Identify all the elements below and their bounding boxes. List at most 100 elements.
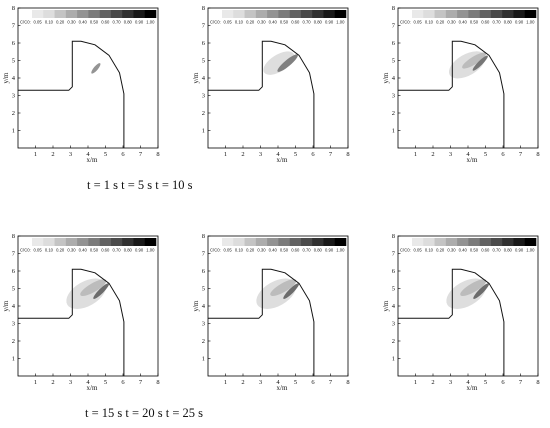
x-tick-label: 1 bbox=[414, 379, 417, 386]
colorbar-swatch bbox=[144, 10, 157, 18]
colorbar-tick-label: 0.10 bbox=[45, 20, 54, 25]
y-tick-label: 3 bbox=[392, 321, 395, 328]
colorbar-tick-label: 0.10 bbox=[425, 20, 434, 25]
y-tick-label: 4 bbox=[392, 303, 396, 310]
colorbar-tick-label: 0.90 bbox=[325, 20, 334, 25]
x-tick-label: 7 bbox=[139, 379, 143, 386]
colorbar-swatch bbox=[334, 238, 347, 246]
y-tick-label: 5 bbox=[392, 58, 395, 65]
x-tick-label: 5 bbox=[104, 379, 107, 386]
colorbar-label: C/C0: bbox=[400, 248, 411, 253]
colorbar-swatch bbox=[300, 238, 313, 246]
y-axis-label: y/m bbox=[192, 300, 200, 311]
colorbar-tick-label: 0.20 bbox=[56, 248, 65, 253]
colorbar-label: C/C0: bbox=[210, 20, 221, 25]
colorbar-swatch bbox=[88, 10, 100, 18]
x-axis-label: x/m bbox=[87, 384, 98, 392]
x-tick-label: 8 bbox=[346, 151, 349, 158]
y-tick-label: 2 bbox=[202, 338, 205, 345]
y-tick-label: 3 bbox=[12, 321, 15, 328]
colorbar-tick-label: 0.05 bbox=[224, 248, 233, 253]
x-tick-label: 3 bbox=[69, 151, 72, 158]
colorbar-label: C/C0: bbox=[20, 20, 31, 25]
plot-frame bbox=[207, 7, 349, 149]
y-tick-label: 3 bbox=[202, 321, 205, 328]
colorbar-tick-label: 0.70 bbox=[302, 20, 311, 25]
y-axis-label: y/m bbox=[382, 300, 390, 311]
y-tick-label: 7 bbox=[12, 23, 16, 30]
domain-boundary bbox=[398, 268, 505, 376]
y-tick-label: 1 bbox=[392, 128, 395, 135]
x-tick-label: 4 bbox=[86, 151, 90, 158]
x-tick-label: 7 bbox=[139, 151, 143, 158]
colorbar-tick-label: 0.90 bbox=[135, 20, 144, 25]
colorbar-swatch bbox=[255, 238, 268, 246]
colorbar-tick-label: 0.05 bbox=[34, 20, 43, 25]
y-tick-label: 4 bbox=[392, 75, 396, 82]
colorbar-swatch bbox=[334, 10, 347, 18]
colorbar-swatch bbox=[65, 238, 78, 246]
y-tick-label: 5 bbox=[392, 286, 395, 293]
colorbar-swatch bbox=[32, 10, 44, 18]
colorbar-tick-label: 0.05 bbox=[414, 20, 423, 25]
colorbar-swatch bbox=[255, 10, 268, 18]
colorbar-swatch bbox=[233, 238, 245, 246]
x-tick-label: 4 bbox=[86, 379, 90, 386]
colorbar-swatch bbox=[423, 238, 435, 246]
x-tick-label: 8 bbox=[536, 379, 539, 386]
x-tick-label: 3 bbox=[259, 151, 262, 158]
x-tick-label: 7 bbox=[519, 151, 523, 158]
colorbar-swatch bbox=[289, 238, 302, 246]
y-tick-label: 6 bbox=[202, 40, 206, 47]
x-tick-label: 4 bbox=[466, 151, 470, 158]
colorbar-tick-label: 0.80 bbox=[124, 20, 133, 25]
colorbar-tick-label: 0.90 bbox=[515, 20, 524, 25]
y-tick-label: 7 bbox=[202, 251, 206, 258]
colorbar-swatch bbox=[457, 238, 469, 246]
x-tick-label: 7 bbox=[329, 151, 333, 158]
colorbar-tick-label: 0.40 bbox=[79, 20, 88, 25]
colorbar-tick-label: 0.80 bbox=[504, 20, 513, 25]
y-tick-label: 2 bbox=[12, 110, 15, 117]
colorbar-tick-label: 0.70 bbox=[112, 20, 121, 25]
colorbar-tick-label: 0.50 bbox=[470, 248, 479, 253]
colorbar-tick-label: 0.50 bbox=[470, 20, 479, 25]
domain-boundary bbox=[208, 268, 315, 376]
y-tick-label: 5 bbox=[202, 286, 205, 293]
x-tick-label: 2 bbox=[431, 151, 434, 158]
panel-3: 0.05 0.10 0.20 0.30 0.40 0.50 0.60 0.70 0.80 0.90… bbox=[382, 5, 540, 164]
x-tick-label: 8 bbox=[346, 379, 349, 386]
colorbar-swatch bbox=[502, 10, 514, 18]
colorbar-swatch bbox=[524, 10, 537, 18]
colorbar-tick-label: 0.60 bbox=[291, 20, 300, 25]
colorbar-tick-label: 0.05 bbox=[34, 248, 43, 253]
y-tick-label: 8 bbox=[392, 233, 395, 240]
colorbar-tick-label: 1.00 bbox=[336, 20, 345, 25]
colorbar-swatch bbox=[244, 238, 257, 246]
y-tick-label: 6 bbox=[392, 268, 396, 275]
x-tick-label: 1 bbox=[414, 151, 417, 158]
colorbar-tick-label: 0.40 bbox=[269, 248, 278, 253]
x-axis-label: x/m bbox=[87, 156, 98, 164]
domain-boundary bbox=[18, 268, 125, 376]
panel-2: 0.05 0.10 0.20 0.30 0.40 0.50 0.60 0.70 0.80 0.90… bbox=[192, 5, 350, 164]
colorbar-swatch bbox=[99, 10, 112, 18]
colorbar-tick-label: 0.80 bbox=[504, 248, 513, 253]
x-tick-label: 7 bbox=[329, 379, 333, 386]
colorbar-swatch bbox=[434, 238, 447, 246]
caption-top: t = 1 s t = 5 s t = 10 s bbox=[87, 178, 193, 192]
x-tick-label: 3 bbox=[69, 379, 72, 386]
x-tick-label: 3 bbox=[259, 379, 262, 386]
colorbar-swatch bbox=[490, 238, 503, 246]
colorbar-swatch bbox=[54, 10, 67, 18]
panel-4: 0.05 0.10 0.20 0.30 0.40 0.50 0.60 0.70 0.80 0.90… bbox=[2, 233, 160, 392]
colorbar-swatch bbox=[323, 238, 336, 246]
y-tick-label: 4 bbox=[202, 75, 206, 82]
x-axis-label: x/m bbox=[277, 384, 288, 392]
colorbar-tick-label: 0.30 bbox=[447, 20, 456, 25]
colorbar-swatch bbox=[300, 10, 313, 18]
colorbar-swatch bbox=[479, 10, 492, 18]
x-tick-label: 6 bbox=[311, 379, 315, 386]
x-tick-label: 6 bbox=[121, 151, 125, 158]
